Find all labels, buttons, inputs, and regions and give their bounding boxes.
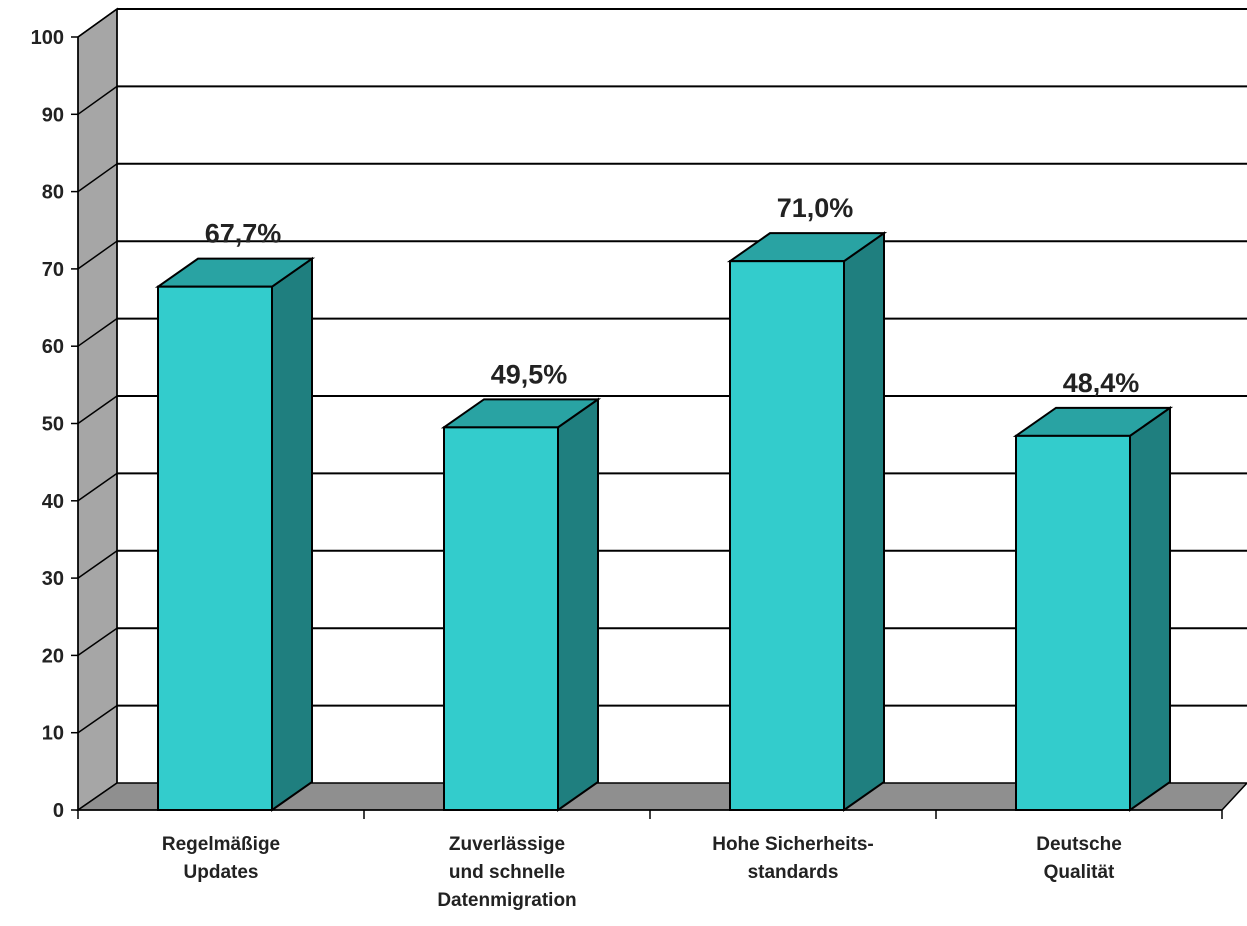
- x-tick-label: und schnelle: [449, 862, 565, 883]
- bar: [443, 426, 559, 811]
- gridline-side: [77, 395, 118, 425]
- x-tick-label: Zuverlässige: [449, 834, 565, 855]
- bar-side: [1129, 405, 1171, 812]
- gridline-side: [77, 472, 118, 502]
- x-tick-label: Regelmäßige: [162, 834, 280, 855]
- gridline-side: [77, 163, 118, 193]
- y-tick-label: 20: [42, 645, 64, 667]
- gridline-side: [77, 317, 118, 347]
- y-tick-label: 60: [42, 336, 64, 358]
- bar-side: [843, 231, 885, 812]
- bar: [729, 260, 845, 812]
- gridline-side: [77, 85, 118, 115]
- y-tick-label: 10: [42, 723, 64, 745]
- gridline-side: [77, 627, 118, 657]
- x-tick-label: Deutsche: [1036, 834, 1122, 855]
- bar-side: [271, 256, 313, 812]
- x-tick-label: Datenmigration: [437, 890, 576, 911]
- y-tick-label: 80: [42, 182, 64, 204]
- x-tick-label: Hohe Sicherheits-: [712, 834, 874, 855]
- data-label: 71,0%: [777, 193, 854, 223]
- x-tick-label: Updates: [184, 862, 259, 883]
- bar-side: [557, 397, 599, 812]
- y-tick-label: 30: [42, 568, 64, 590]
- y-tick-label: 90: [42, 104, 64, 126]
- y-tick-label: 50: [42, 414, 64, 436]
- bar: [1015, 434, 1131, 811]
- bar: [157, 285, 273, 811]
- y-tick-label: 40: [42, 491, 64, 513]
- data-label: 49,5%: [491, 359, 568, 389]
- x-tick-label: Qualität: [1044, 862, 1115, 883]
- data-label: 67,7%: [205, 219, 282, 249]
- y-tick-label: 100: [31, 27, 64, 49]
- gridline-side: [77, 550, 118, 579]
- data-label: 48,4%: [1063, 368, 1140, 398]
- gridline-side: [77, 704, 118, 734]
- gridline-side: [77, 240, 118, 270]
- x-tick-label: standards: [748, 862, 839, 883]
- gridline-side: [77, 8, 118, 38]
- y-tick-label: 70: [42, 259, 64, 281]
- y-tick-label: 0: [53, 800, 64, 822]
